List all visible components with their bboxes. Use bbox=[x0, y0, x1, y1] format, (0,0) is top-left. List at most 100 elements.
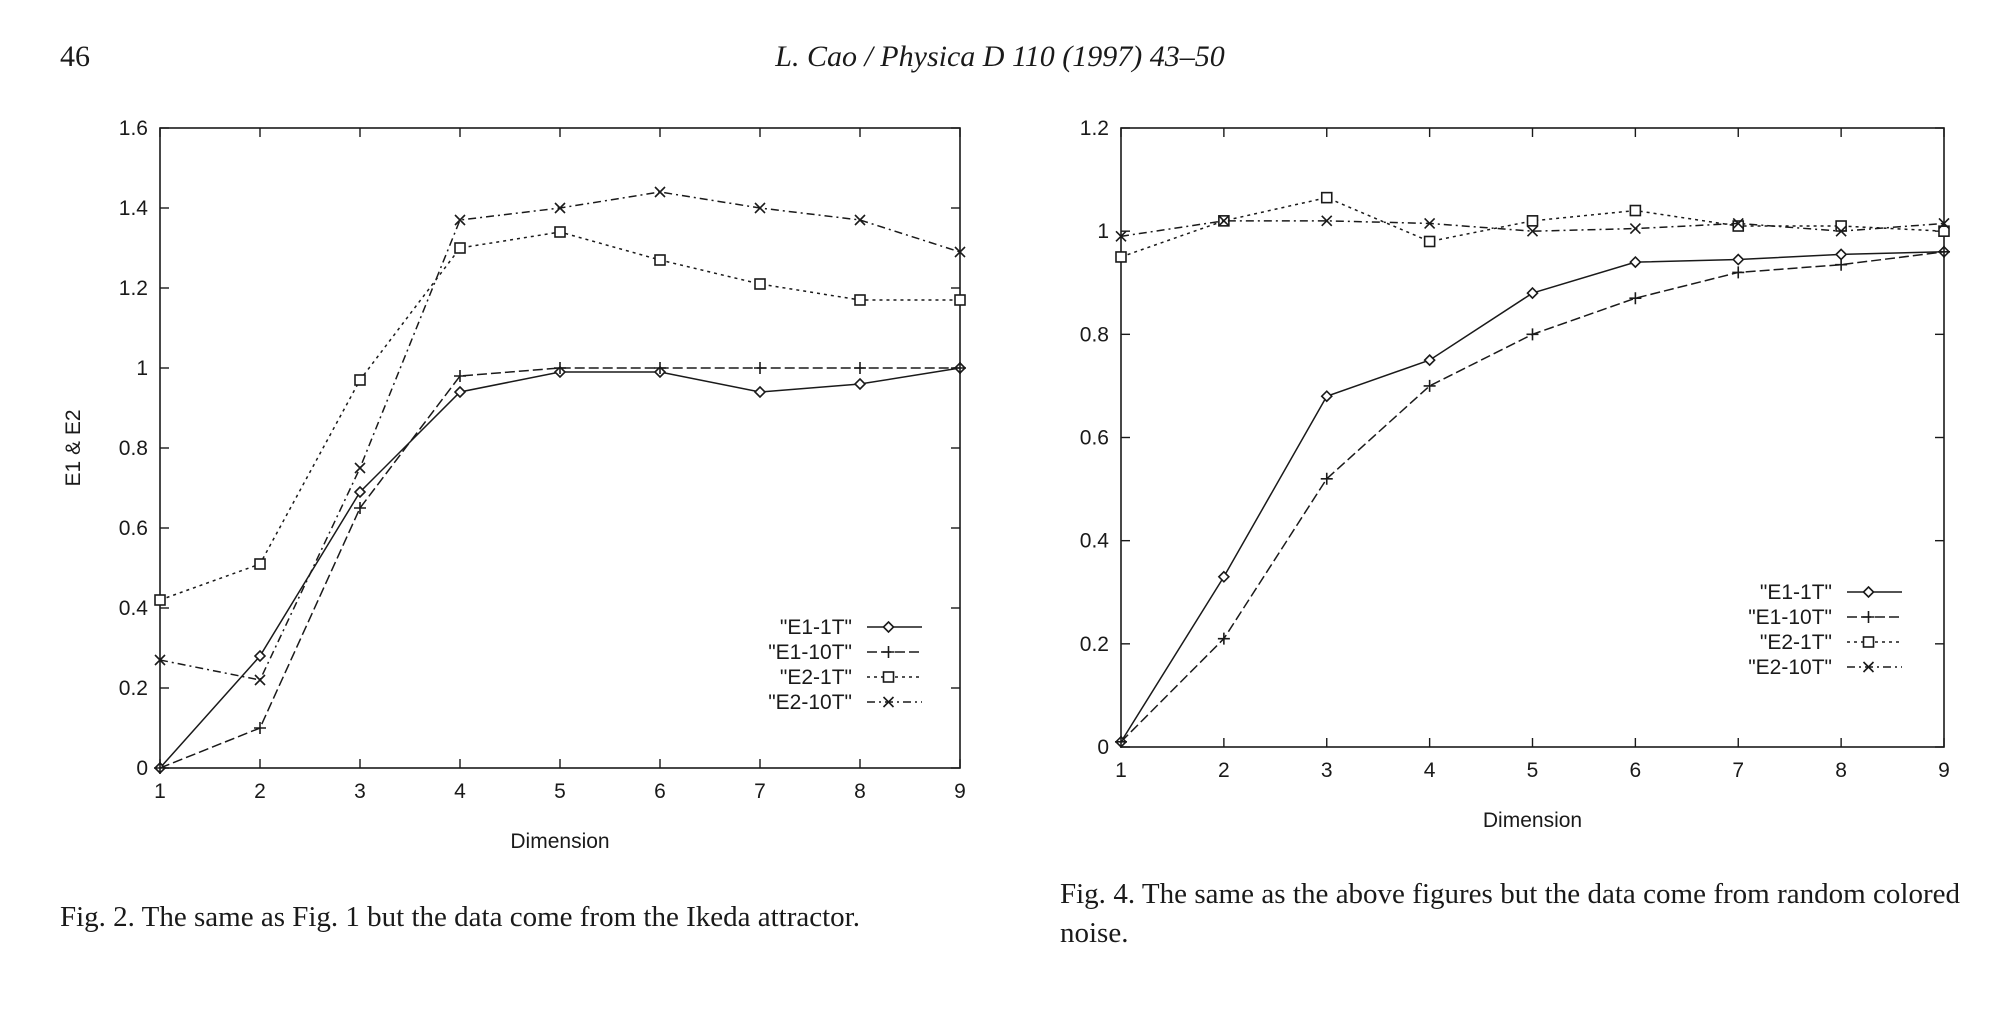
fig2-y-tick-label: 1.4 bbox=[119, 197, 149, 220]
fig4-x-tick-label: 2 bbox=[1218, 759, 1230, 782]
fig2-data-point bbox=[253, 649, 267, 663]
fig2-y-tick-label: 1.2 bbox=[119, 277, 148, 300]
fig4-y-tick-label: 0.4 bbox=[1080, 530, 1110, 553]
fig4-data-point bbox=[1835, 258, 1848, 271]
fig4-data-point bbox=[1629, 204, 1642, 217]
figure-2-caption: Fig. 2. The same as Fig. 1 but the data … bbox=[60, 901, 860, 933]
fig4-y-tick-label: 0.6 bbox=[1080, 427, 1109, 450]
fig4-x-tick-label: 1 bbox=[1115, 759, 1127, 782]
fig4-x-tick-label: 3 bbox=[1321, 759, 1333, 782]
fig4-data-point bbox=[1526, 225, 1539, 237]
fig2-x-axis-label: Dimension bbox=[510, 830, 609, 853]
fig4-x-tick-label: 4 bbox=[1424, 759, 1436, 782]
fig4-series-line bbox=[1120, 196, 1945, 258]
fig2-data-point bbox=[254, 674, 266, 686]
fig4-data-point bbox=[1217, 632, 1230, 645]
fig2-data-point bbox=[154, 654, 166, 666]
fig2-y-tick-label: 0.2 bbox=[119, 677, 148, 700]
figure-2-chart: 0 0.2 0.4 0.6 0.8 1 1.2 1.4 1.6 1 2 3 4 5 6 7 8 9 Dimensio… bbox=[62, 117, 967, 853]
fig2-data-point bbox=[254, 558, 266, 570]
fig2-data-point bbox=[754, 278, 766, 290]
fig2-y-tick-label: 0.4 bbox=[119, 597, 149, 620]
fig4-data-point bbox=[1732, 253, 1745, 266]
fig4-x-tick-label: 6 bbox=[1630, 759, 1642, 782]
fig4-data-point bbox=[1218, 215, 1230, 227]
fig2-x-tick-label: 3 bbox=[354, 780, 366, 803]
fig2-data-point bbox=[154, 762, 166, 774]
fig2-legend-label: "E2-10T" bbox=[768, 691, 852, 714]
fig2-data-point bbox=[954, 246, 966, 258]
fig4-series-4 bbox=[1115, 215, 1950, 242]
fig4-series-line bbox=[1120, 220, 1945, 238]
fig4-x-tick-label: 5 bbox=[1527, 759, 1539, 782]
fig2-data-point bbox=[353, 485, 367, 499]
fig4-data-point bbox=[1115, 230, 1127, 242]
fig2-data-point bbox=[254, 722, 266, 734]
fig4-data-point bbox=[1320, 390, 1333, 403]
fig4-data-point bbox=[1938, 225, 1950, 237]
fig4-data-point bbox=[1115, 251, 1127, 263]
fig4-data-point bbox=[1629, 255, 1642, 269]
fig4-legend-label: "E2-1T" bbox=[1760, 631, 1832, 654]
fig2-x-tick-label: 9 bbox=[954, 780, 966, 803]
fig4-data-point bbox=[1938, 217, 1950, 229]
fig4-data-point bbox=[1938, 245, 1950, 258]
fig2-y-tick-label: 0.8 bbox=[119, 437, 148, 460]
fig4-data-point bbox=[1423, 235, 1436, 248]
fig2-legend-label: "E1-1T" bbox=[780, 616, 852, 639]
fig2-data-point bbox=[454, 242, 466, 254]
fig4-data-point bbox=[1423, 353, 1436, 367]
fig2-data-point bbox=[954, 294, 966, 306]
fig2-legend-marker bbox=[882, 620, 895, 634]
fig2-data-point bbox=[154, 594, 166, 606]
fig2-legend-marker bbox=[882, 646, 895, 658]
fig4-legend-marker bbox=[1862, 585, 1875, 599]
fig2-y-tick-label: 0.6 bbox=[119, 517, 148, 540]
fig4-data-point bbox=[1629, 223, 1641, 235]
fig2-y-tick-label: 1.6 bbox=[119, 117, 148, 140]
fig2-y-tick-label: 1 bbox=[136, 357, 148, 380]
fig4-data-point bbox=[1835, 225, 1847, 237]
fig4-y-tick-label: 0.8 bbox=[1080, 323, 1109, 346]
fig2-data-point bbox=[754, 362, 766, 374]
fig2-x-tick-label: 7 bbox=[754, 780, 766, 803]
fig2-data-point bbox=[754, 202, 766, 214]
fig2-x-tick-label: 8 bbox=[854, 780, 866, 803]
fig4-y-tick-label: 1.2 bbox=[1080, 117, 1109, 140]
page-number: 46 bbox=[60, 40, 90, 73]
fig4-data-point bbox=[1115, 735, 1127, 748]
fig4-legend-label: "E1-10T" bbox=[1748, 606, 1832, 629]
fig4-x-tick-label: 9 bbox=[1938, 759, 1950, 782]
fig2-legend-label: "E2-1T" bbox=[780, 666, 852, 689]
fig2-data-point bbox=[854, 214, 866, 226]
fig4-data-point bbox=[1732, 266, 1745, 279]
running-head: L. Cao / Physica D 110 (1997) 43–50 bbox=[775, 40, 1225, 73]
fig2-data-point bbox=[753, 385, 767, 399]
fig4-x-tick-label: 7 bbox=[1732, 759, 1744, 782]
fig2-data-point bbox=[354, 502, 366, 514]
fig4-legend-marker bbox=[1862, 661, 1875, 673]
fig4-x-tick-label: 8 bbox=[1835, 759, 1847, 782]
fig4-y-tick-label: 0.2 bbox=[1080, 633, 1109, 656]
fig2-data-point bbox=[554, 202, 566, 214]
fig4-data-point bbox=[1526, 286, 1539, 300]
fig4-series-2 bbox=[1115, 245, 1950, 748]
fig2-x-tick-label: 6 bbox=[654, 780, 666, 803]
fig4-legend-marker bbox=[1862, 636, 1875, 648]
fig2-data-point bbox=[853, 377, 867, 391]
fig4-data-point bbox=[1835, 220, 1847, 232]
fig2-data-point bbox=[554, 226, 566, 238]
fig2-series-line bbox=[159, 367, 960, 769]
fig2-data-point bbox=[654, 186, 666, 198]
fig2-data-point bbox=[854, 362, 866, 374]
fig4-data-point bbox=[1732, 220, 1745, 232]
fig4-y-tick-label: 0 bbox=[1097, 736, 1109, 759]
fig2-data-point bbox=[454, 214, 466, 226]
fig4-series-3 bbox=[1115, 191, 1950, 263]
fig2-x-tick-label: 5 bbox=[554, 780, 566, 803]
fig4-data-point bbox=[1320, 472, 1333, 485]
fig2-series-4 bbox=[154, 186, 966, 686]
fig2-data-point bbox=[654, 362, 666, 374]
fig4-legend-label: "E2-10T" bbox=[1748, 656, 1832, 679]
fig4-data-point bbox=[1526, 215, 1539, 227]
